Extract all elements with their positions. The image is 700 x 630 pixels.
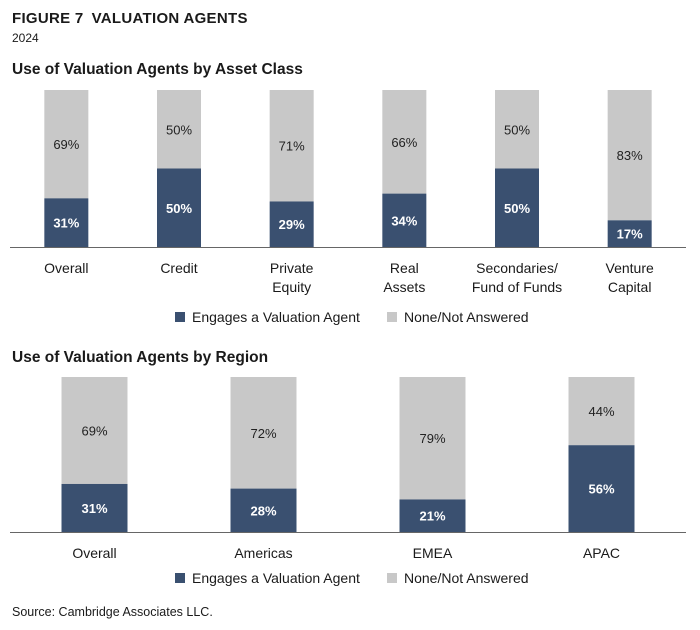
category-label-overall: Overall <box>44 260 88 276</box>
bar-engages-credit <box>157 168 201 247</box>
category-label-secondaries-fund-of-funds: Secondaries/Fund of Funds <box>472 260 562 295</box>
data-label-engages-secondaries-fund-of-funds: 50% <box>504 201 530 216</box>
data-label-none-overall: 69% <box>81 423 107 438</box>
legend2-item-none: None/Not Answered <box>387 570 529 586</box>
figure-year: 2024 <box>12 31 39 45</box>
category-label-private-equity: Private Equity <box>270 260 314 295</box>
asset-class-chart: 31% 69% Overall 50% 50% Credit 29% 71% Private Eq… <box>10 90 686 295</box>
bar-none-americas <box>230 377 297 489</box>
legend2-swatch-none <box>387 573 397 583</box>
data-label-engages-americas: 28% <box>250 503 276 518</box>
bar-none-overall <box>61 377 128 484</box>
bar-none-real-assets <box>382 90 427 194</box>
category-label-venture-capital: Venture Capital <box>606 260 654 295</box>
bar-none-emea <box>399 377 466 500</box>
legend-item-engages: Engages a Valuation Agent <box>175 309 360 325</box>
data-label-none-americas: 72% <box>250 426 276 441</box>
figure-number: FIGURE 7 <box>12 10 84 27</box>
bar-engages-real-assets <box>382 193 427 247</box>
data-label-engages-emea: 21% <box>419 509 445 524</box>
bar-engages-apac <box>568 445 635 532</box>
category-label-apac: APAC <box>583 545 620 561</box>
data-label-engages-venture-capital: 17% <box>617 227 643 242</box>
bar-none-secondaries-fund-of-funds <box>495 90 539 169</box>
bar-engages-venture-capital <box>607 220 652 247</box>
bar-none-overall <box>44 90 89 199</box>
data-label-engages-private-equity: 29% <box>279 217 305 232</box>
data-label-none-real-assets: 66% <box>391 135 417 150</box>
category-label-real-assets: Real Assets <box>383 260 425 295</box>
bar-engages-private-equity <box>269 201 314 247</box>
category-label-credit: Credit <box>160 260 197 276</box>
data-label-engages-overall: 31% <box>53 216 79 231</box>
data-label-engages-real-assets: 34% <box>391 213 417 228</box>
bar-engages-secondaries-fund-of-funds <box>495 168 539 247</box>
source-note: Source: Cambridge Associates LLC. <box>12 605 213 619</box>
data-label-none-emea: 79% <box>419 431 445 446</box>
category-label-overall: Overall <box>72 545 116 561</box>
region-chart: 31% 69% Overall 28% 72% Americas 21% 79% EMEA 56%… <box>10 377 686 561</box>
data-label-none-secondaries-fund-of-funds: 50% <box>504 122 530 137</box>
data-label-none-private-equity: 71% <box>279 139 305 154</box>
data-label-none-overall: 69% <box>53 137 79 152</box>
data-label-engages-apac: 56% <box>588 482 614 497</box>
bar-none-venture-capital <box>607 90 652 221</box>
legend2-item-engages: Engages a Valuation Agent <box>175 570 360 586</box>
bar-none-private-equity <box>269 90 314 202</box>
data-label-none-apac: 44% <box>588 404 614 419</box>
data-label-none-venture-capital: 83% <box>617 148 643 163</box>
bar-engages-emea <box>399 499 466 532</box>
bar-engages-americas <box>230 488 297 532</box>
data-label-engages-overall: 31% <box>81 501 107 516</box>
data-label-engages-credit: 50% <box>166 201 192 216</box>
legend-label-engages: Engages a Valuation Agent <box>192 309 360 325</box>
legend2-label-none: None/Not Answered <box>404 570 529 586</box>
chart2-title: Use of Valuation Agents by Region <box>12 349 269 366</box>
category-label-emea: EMEA <box>413 545 453 561</box>
legend-swatch-none <box>387 312 397 322</box>
legend-label-none: None/Not Answered <box>404 309 529 325</box>
legend-item-none: None/Not Answered <box>387 309 529 325</box>
bar-engages-overall <box>61 483 128 532</box>
chart1-title: Use of Valuation Agents by Asset Class <box>12 61 303 78</box>
bar-none-credit <box>157 90 201 169</box>
category-label-americas: Americas <box>234 545 292 561</box>
figure-heading: VALUATION AGENTS <box>91 10 248 27</box>
legend-swatch-engages <box>175 312 185 322</box>
legend2-label-engages: Engages a Valuation Agent <box>192 570 360 586</box>
data-label-none-credit: 50% <box>166 122 192 137</box>
legend2-swatch-engages <box>175 573 185 583</box>
figure-title: FIGURE 7 VALUATION AGENTS <box>12 10 248 27</box>
bar-none-apac <box>568 377 635 446</box>
bar-engages-overall <box>44 198 89 247</box>
